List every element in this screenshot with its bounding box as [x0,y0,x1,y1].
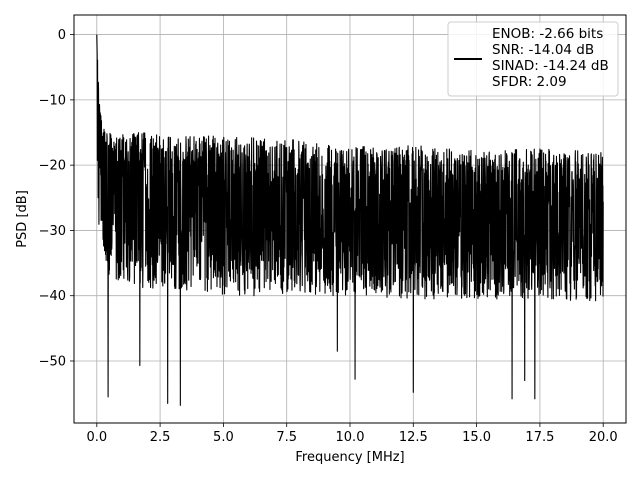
legend-entry-sfdr: SFDR: 2.09 [492,74,567,90]
legend-entry-sinad: SINAD: -14.24 dB [492,58,609,74]
legend-entry-enob: ENOB: -2.66 bits [492,26,603,42]
x-tick-label: 20.0 [589,430,618,445]
x-tick-label: 5.0 [213,430,234,445]
x-tick-label: 7.5 [276,430,297,445]
x-tick-label: 15.0 [462,430,491,445]
ticks: 0.0 2.5 5.0 7.5 10.0 12.5 15.0 17.5 20.0 0 −10 −20 −… [39,28,618,445]
y-tick-label: 0 [58,28,66,43]
y-tick-label: −40 [39,289,66,304]
y-tick-label: −50 [39,354,66,369]
x-tick-label: 2.5 [150,430,171,445]
x-tick-label: 0.0 [86,430,107,445]
y-tick-label: −10 [39,93,66,108]
legend: ENOB: -2.66 bits SNR: -14.04 dB SINAD: -… [447,21,619,97]
y-tick-label: −20 [39,159,66,174]
x-tick-label: 12.5 [399,430,428,445]
x-tick-label: 17.5 [525,430,554,445]
psd-trace [96,34,604,406]
x-tick-label: 10.0 [336,430,365,445]
x-axis-label: Frequency [MHz] [295,450,404,465]
y-tick-label: −30 [39,224,66,239]
y-axis-label: PSD [dB] [15,190,30,248]
legend-box [447,21,619,97]
psd-line [96,34,604,406]
legend-entry-snr: SNR: -14.04 dB [492,42,594,58]
